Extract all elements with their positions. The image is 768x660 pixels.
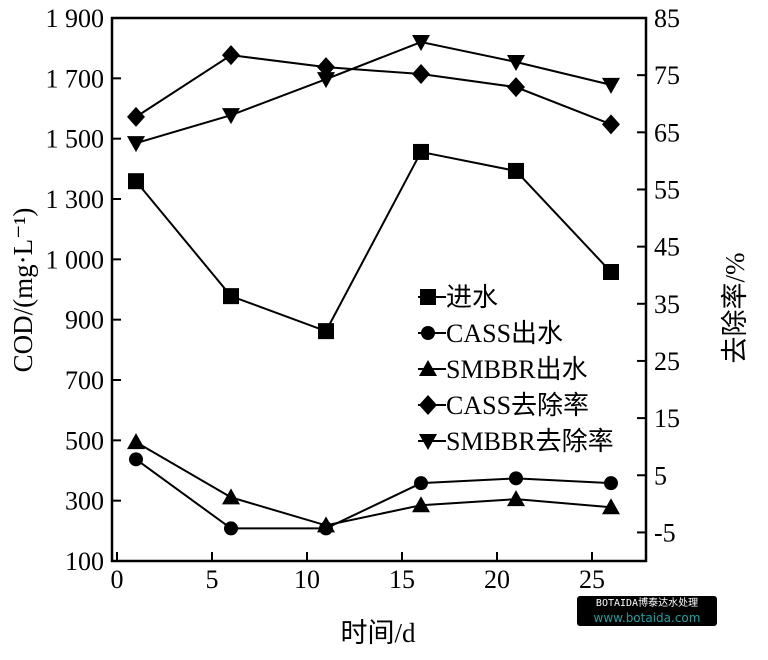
x-tick-label: 15 <box>389 565 415 594</box>
data-point <box>129 452 143 467</box>
y2-axis-label: 去除率/% <box>720 253 750 364</box>
y2-tick-label: 85 <box>654 4 680 33</box>
series-line <box>135 458 612 530</box>
series-3 <box>127 45 620 135</box>
data-point <box>602 114 620 135</box>
data-point <box>413 143 429 160</box>
legend-label: SMBBR去除率 <box>446 427 614 456</box>
data-point <box>127 106 145 127</box>
y-tick-label: 500 <box>65 426 104 455</box>
y2-tick-label: -5 <box>654 518 676 547</box>
y2-tick-label: 65 <box>654 118 680 147</box>
series-line <box>135 150 612 333</box>
y2-tick-label: 75 <box>654 61 680 90</box>
series-line <box>135 40 612 145</box>
x-tick-label: 25 <box>579 565 605 594</box>
y-tick-label: 1 900 <box>46 4 105 33</box>
x-tick-label: 20 <box>484 565 510 594</box>
legend-marker <box>421 326 435 340</box>
legend-marker <box>419 434 437 450</box>
data-point <box>507 55 525 72</box>
legend-marker <box>420 289 436 305</box>
data-point <box>128 173 144 190</box>
data-point <box>507 77 525 98</box>
data-point <box>318 323 334 340</box>
series-1 <box>129 452 618 536</box>
y-tick-label: 1 000 <box>46 245 105 274</box>
data-point <box>222 45 240 66</box>
data-point <box>412 496 430 513</box>
data-point <box>222 488 240 505</box>
series-4 <box>127 35 620 153</box>
data-point <box>602 77 620 94</box>
data-point <box>317 516 335 533</box>
data-point <box>604 476 618 491</box>
legend-marker <box>419 360 437 376</box>
watermark-line1: BOTAIDA博泰达水处理 <box>595 598 699 609</box>
series-2 <box>127 433 620 533</box>
y-tick-label: 100 <box>65 547 104 576</box>
y2-tick-label: 35 <box>654 290 680 319</box>
x-tick-label: 10 <box>294 565 320 594</box>
data-point <box>508 162 524 179</box>
series-line <box>135 441 612 527</box>
y-tick-label: 1 500 <box>46 125 105 154</box>
y-tick-label: 700 <box>65 366 104 395</box>
legend-label: CASS去除率 <box>446 391 589 420</box>
y-tick-label: 1 300 <box>46 185 105 214</box>
legend-label: 进水 <box>446 283 498 312</box>
data-point <box>222 108 240 125</box>
y2-tick-label: 55 <box>654 175 680 204</box>
data-point <box>127 136 145 153</box>
y2-tick-label: 5 <box>654 461 667 490</box>
y-tick-label: 900 <box>65 306 104 335</box>
y2-tick-label: 15 <box>654 404 680 433</box>
data-point <box>317 57 335 78</box>
data-point <box>603 264 619 281</box>
series-group <box>127 35 620 536</box>
series-line <box>135 54 612 126</box>
legend-label: CASS出水 <box>446 319 563 348</box>
data-point <box>127 433 145 450</box>
data-point <box>602 498 620 515</box>
y2-tick-label: 25 <box>654 347 680 376</box>
watermark-line2: www.botaida.com <box>593 611 701 625</box>
data-point <box>509 471 523 486</box>
plot-frame <box>110 16 648 563</box>
data-point <box>223 288 239 305</box>
data-point <box>224 521 238 536</box>
data-point <box>317 72 335 89</box>
series-0 <box>128 143 619 340</box>
data-point <box>412 35 430 52</box>
y-tick-label: 300 <box>65 487 104 516</box>
legend: 进水 CASS出水 SMBBR出水 CASS去除率 SMBBR去除率 <box>418 283 614 456</box>
x-tick-label: 0 <box>111 565 124 594</box>
legend-label: SMBBR出水 <box>446 355 588 384</box>
x-tick-label: 5 <box>206 565 219 594</box>
y2-tick-label: 45 <box>654 233 680 262</box>
x-axis-label: 时间/d <box>340 618 416 648</box>
watermark: BOTAIDA博泰达水处理 www.botaida.com <box>577 596 717 626</box>
y-tick-label: 1 700 <box>46 64 105 93</box>
data-point <box>507 490 525 507</box>
data-point <box>412 64 430 85</box>
y-axis-label: COD/(mg·L⁻¹) <box>8 208 38 373</box>
legend-marker <box>419 395 437 415</box>
data-point <box>414 476 428 491</box>
